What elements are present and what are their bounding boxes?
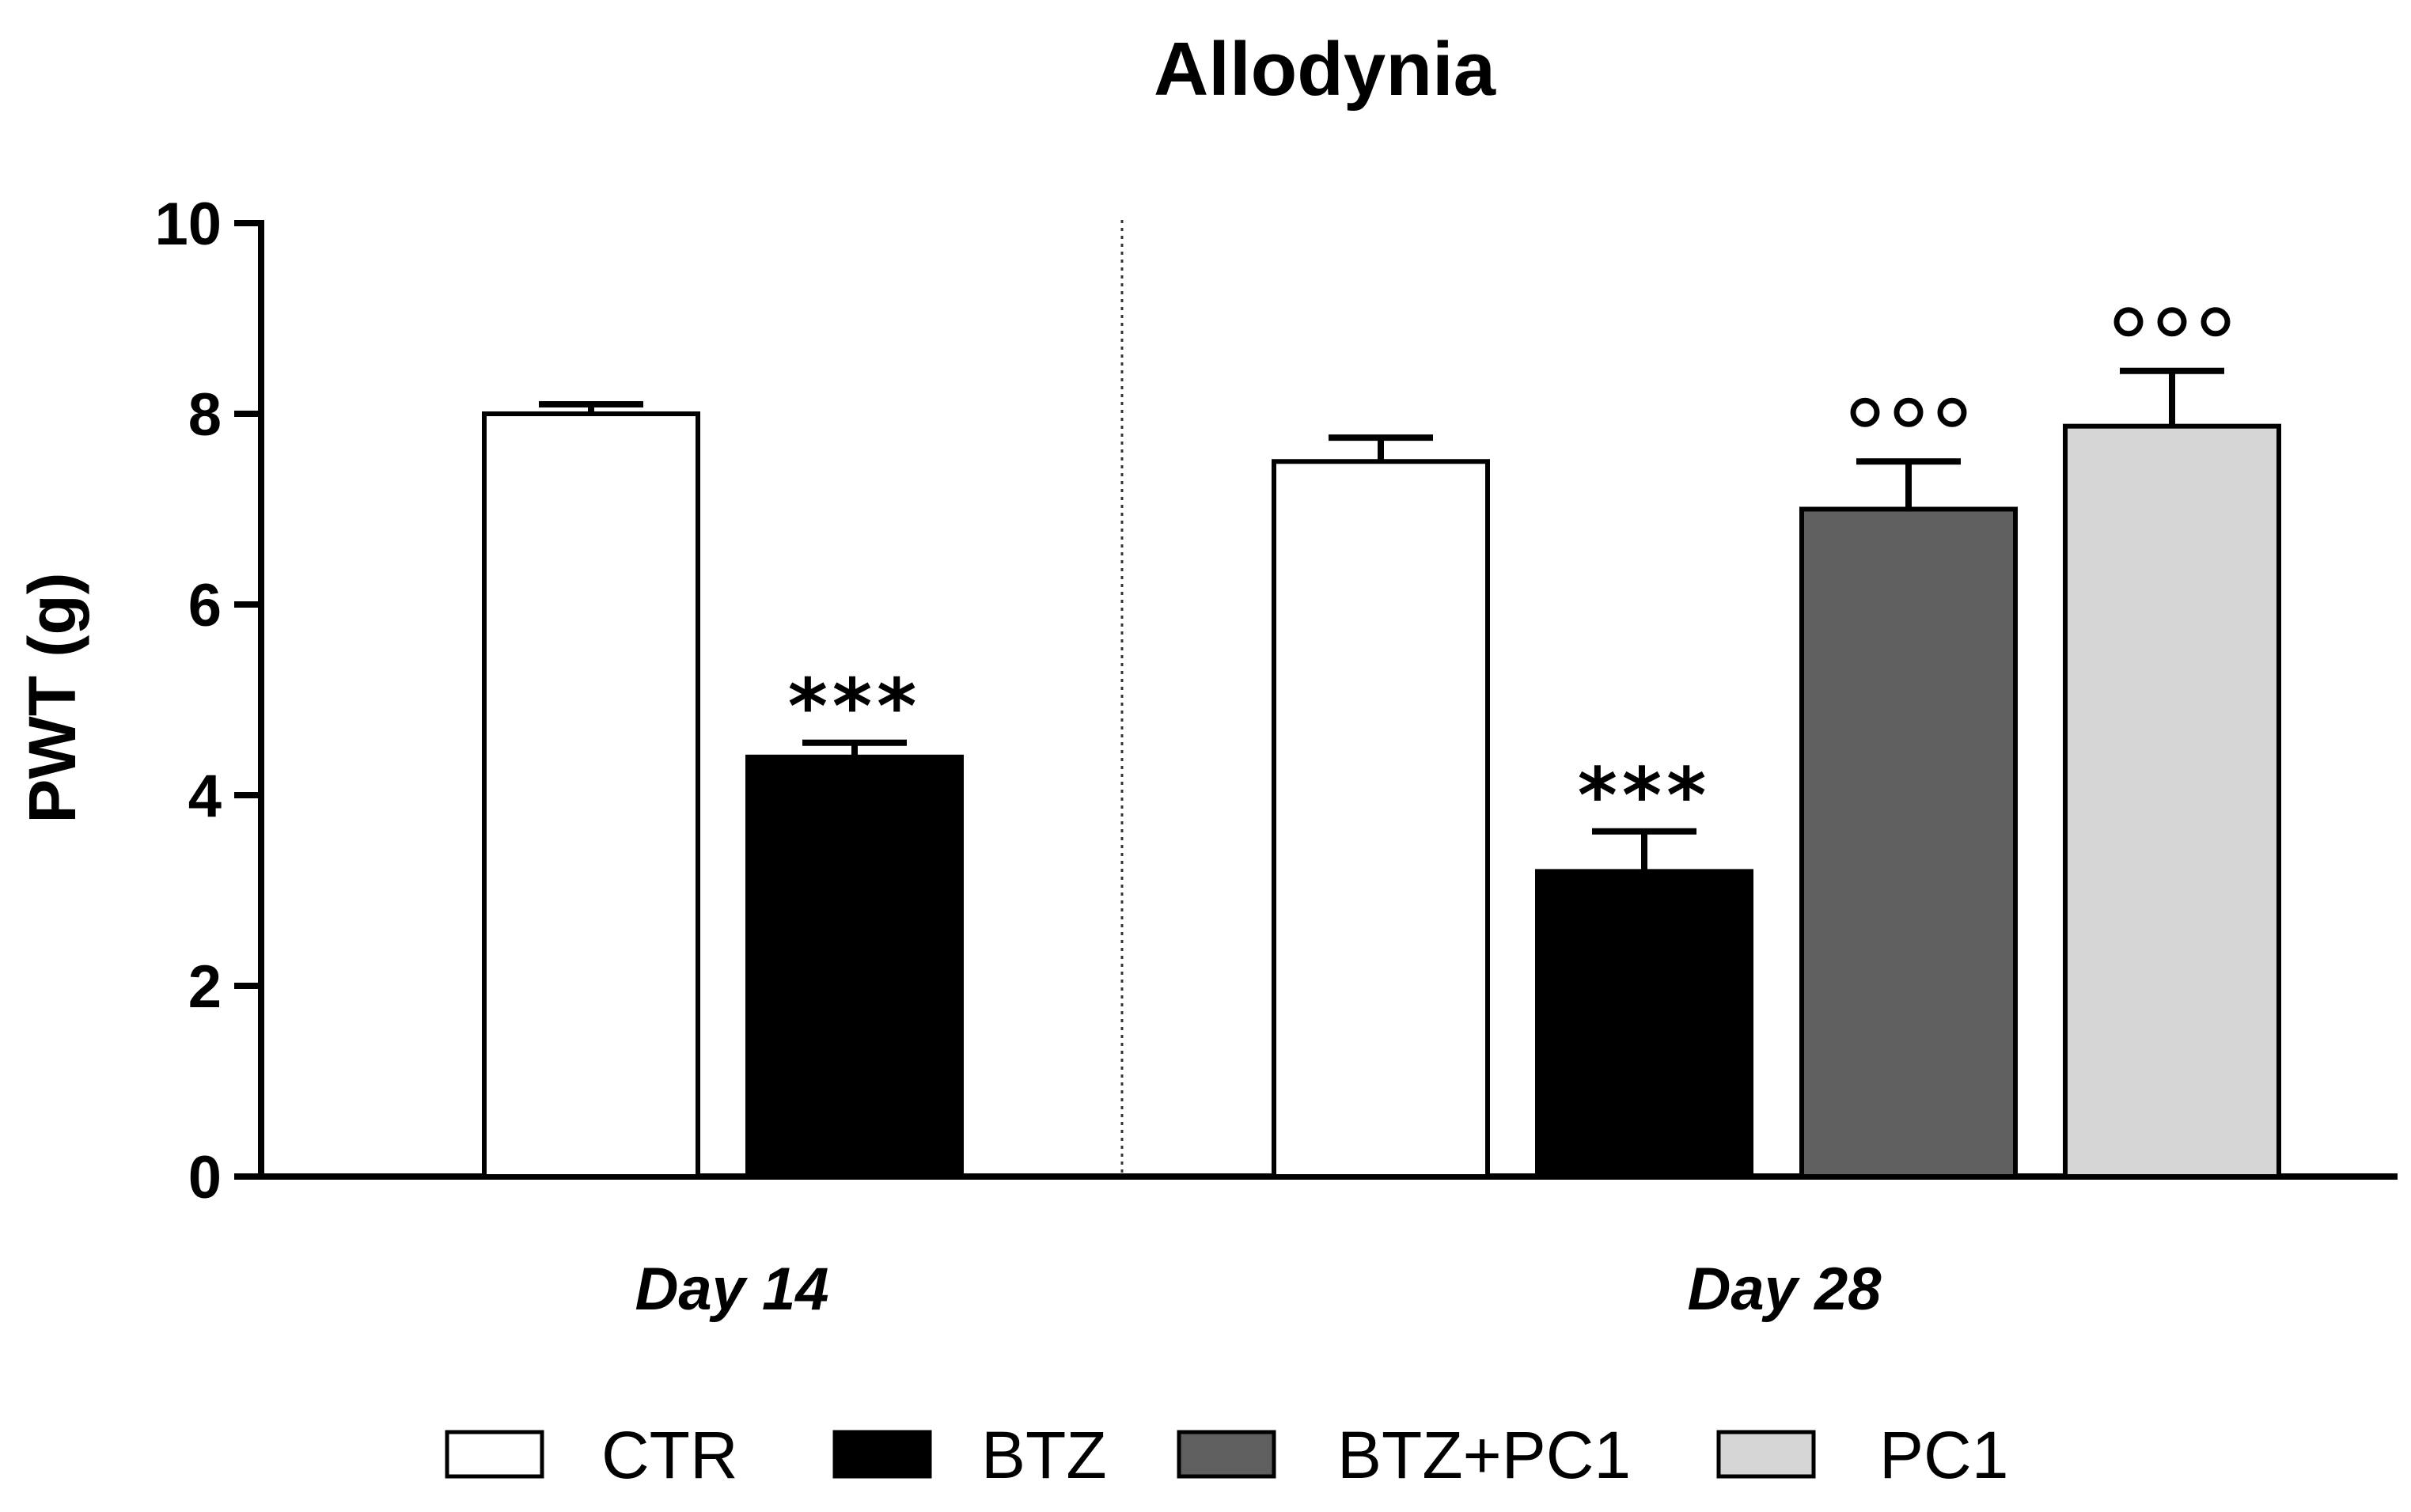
y-tick-label: 2 [188,953,222,1021]
legend-swatch-ctr [445,1430,544,1479]
y-tick-label: 10 [154,191,222,258]
degree-mark [2113,307,2144,337]
legend-label: BTZ+PC1 [1337,1418,1631,1492]
degree-mark [1850,397,1880,427]
y-axis: 0 2 4 6 8 10 [154,191,264,1211]
degree-mark [2157,307,2187,337]
significance-annotation: *** [1578,752,1712,840]
bar-day-28-pc1 [2063,423,2281,1179]
y-tick-label: 6 [188,572,222,639]
legend-swatch-btz-pc1 [1177,1430,1276,1479]
bar-day-14-ctr [482,411,700,1179]
legend: CTR BTZ BTZ+PC1 PC1 [445,1418,2008,1492]
group-labels: Day 14 Day 28 [635,1256,1882,1323]
bar-day-28-btz [1535,869,1753,1180]
y-tick-label: 4 [188,763,222,830]
legend-swatch-btz [832,1430,932,1479]
x-group-label: Day 14 [635,1256,828,1323]
degree-mark [1894,397,1924,427]
degree-mark [2201,307,2231,337]
significance-annotation: *** [788,663,922,752]
bar-day-28-ctr [1272,459,1490,1179]
bars: ******°°°°°° [482,307,2281,1180]
legend-label: CTR [601,1418,738,1492]
y-tick-label: 8 [188,381,222,449]
y-tick-label: 0 [188,1144,222,1211]
legend-label: BTZ [981,1418,1107,1492]
legend-swatch-pc1 [1716,1430,1816,1479]
chart-title: Allodynia [1154,27,1496,112]
y-axis-label: PWT (g) [15,572,89,823]
bar-day-28-btz-pc1 [1799,506,2018,1179]
bar-day-14-btz [745,754,964,1179]
legend-label: PC1 [1879,1418,2008,1492]
degree-mark [1937,397,1967,427]
x-group-label: Day 28 [1687,1256,1882,1323]
